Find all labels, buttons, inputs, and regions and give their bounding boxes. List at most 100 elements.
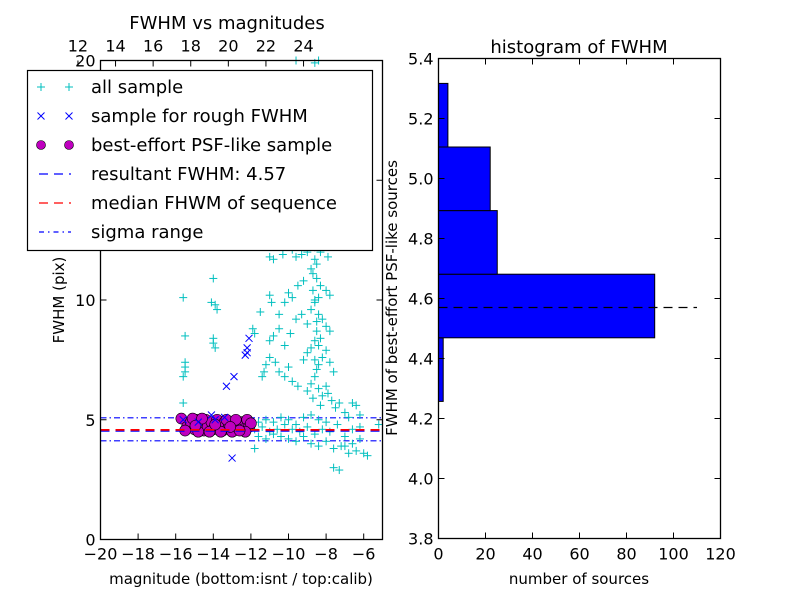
histogram-title: histogram of FWHM — [490, 37, 667, 58]
x-tick-label: −18 — [121, 545, 155, 564]
point-all-sample — [329, 367, 338, 376]
point-all-sample — [303, 319, 312, 328]
point-all-sample — [261, 434, 270, 443]
scatter-points — [100, 56, 383, 475]
point-all-sample — [275, 367, 284, 376]
x-tick-label: −16 — [159, 545, 193, 564]
point-all-sample — [322, 346, 331, 355]
point-rough-fwhm-sample — [194, 418, 203, 426]
point-all-sample — [340, 432, 349, 441]
point-rough-fwhm-sample — [228, 454, 236, 462]
legend-entry: resultant FWHM: 4.57 — [39, 164, 286, 185]
scatter-title: FWHM vs magnitudes — [129, 13, 324, 34]
point-all-sample — [312, 260, 321, 269]
histogram-x-label: number of sources — [509, 570, 649, 588]
point-all-sample — [348, 425, 357, 434]
point-all-sample — [293, 281, 302, 290]
x-tick-label: −10 — [272, 545, 306, 564]
point-all-sample — [265, 353, 274, 362]
x-tick-label: −8 — [314, 545, 338, 564]
point-all-sample — [307, 379, 316, 388]
point-all-sample — [280, 298, 289, 307]
point-all-sample — [211, 343, 220, 352]
point-all-sample — [318, 391, 327, 400]
point-all-sample — [267, 298, 276, 307]
point-all-sample — [288, 377, 297, 386]
y-tick-label: 10 — [75, 291, 95, 310]
point-all-sample — [363, 451, 372, 460]
point-all-sample — [179, 398, 188, 407]
point-all-sample — [292, 437, 301, 446]
point-all-sample — [271, 358, 280, 367]
y-tick-label: 5.4 — [408, 50, 433, 69]
point-all-sample — [179, 372, 188, 381]
point-all-sample — [314, 341, 323, 350]
point-all-sample — [265, 336, 274, 345]
histogram-bar — [438, 337, 444, 402]
point-all-sample — [312, 327, 321, 336]
point-all-sample — [340, 408, 349, 417]
x-tick-label: 100 — [658, 545, 689, 564]
point-all-sample — [280, 372, 289, 381]
legend-circle-icon — [36, 140, 46, 150]
top-tick-label: 22 — [256, 37, 276, 56]
legend-entry: all sample — [37, 77, 183, 98]
point-all-sample — [355, 434, 364, 443]
point-all-sample — [322, 382, 331, 391]
point-all-sample — [258, 372, 267, 381]
point-all-sample — [318, 425, 327, 434]
point-all-sample — [310, 336, 319, 345]
top-tick-label: 18 — [181, 37, 201, 56]
point-all-sample — [292, 252, 301, 261]
point-all-sample — [308, 394, 317, 403]
x-tick-label: 60 — [569, 545, 589, 564]
point-all-sample — [329, 463, 338, 472]
y-tick-label: 4.0 — [408, 470, 433, 489]
histogram-y-ticks: 3.8 4.0 4.2 4.4 4.6 4.8 5.0 5.2 5.4 — [408, 50, 721, 549]
point-all-sample — [307, 439, 316, 448]
point-all-sample — [323, 252, 332, 261]
legend-label: sigma range — [91, 222, 203, 243]
point-all-sample — [299, 276, 308, 285]
point-all-sample — [322, 286, 331, 295]
point-all-sample — [327, 396, 336, 405]
histogram-y-label: FWHM of best-effort PSF-like sources — [383, 160, 401, 436]
legend-entry: sigma range — [39, 222, 203, 243]
histogram-x-ticks: 0 20 40 60 80 100 120 — [433, 58, 736, 564]
point-all-sample — [256, 307, 265, 316]
point-all-sample — [297, 250, 306, 259]
point-all-sample — [310, 355, 319, 364]
point-all-sample — [329, 444, 338, 453]
point-all-sample — [348, 439, 357, 448]
point-all-sample — [312, 365, 321, 374]
point-all-sample — [307, 410, 316, 419]
scatter-top-ticks: 12 14 16 18 20 22 24 — [68, 37, 314, 67]
point-all-sample — [209, 339, 218, 348]
point-all-sample — [344, 413, 353, 422]
point-all-sample — [297, 310, 306, 319]
point-rough-fwhm-sample — [230, 372, 238, 381]
point-all-sample — [303, 387, 312, 396]
point-all-sample — [310, 372, 319, 381]
point-all-sample — [374, 420, 383, 429]
legend-label: all sample — [91, 77, 183, 98]
point-all-sample — [355, 410, 364, 419]
point-all-sample — [318, 315, 327, 324]
y-tick-label: 0 — [85, 531, 95, 550]
point-all-sample — [314, 293, 323, 302]
point-all-sample — [308, 286, 317, 295]
point-all-sample — [340, 442, 349, 451]
point-all-sample — [344, 449, 353, 458]
y-tick-label: 5.0 — [408, 170, 433, 189]
x-tick-label: 0 — [433, 545, 443, 564]
point-all-sample — [265, 291, 274, 300]
x-tick-label: 120 — [705, 545, 736, 564]
point-all-sample — [333, 420, 342, 429]
scatter-y-label: FWHM (pix) — [50, 257, 68, 344]
point-all-sample — [323, 389, 332, 398]
point-all-sample — [286, 329, 295, 338]
point-all-sample — [280, 420, 289, 429]
point-all-sample — [276, 413, 285, 422]
point-rough-fwhm-sample — [222, 382, 231, 391]
point-all-sample — [288, 293, 297, 302]
